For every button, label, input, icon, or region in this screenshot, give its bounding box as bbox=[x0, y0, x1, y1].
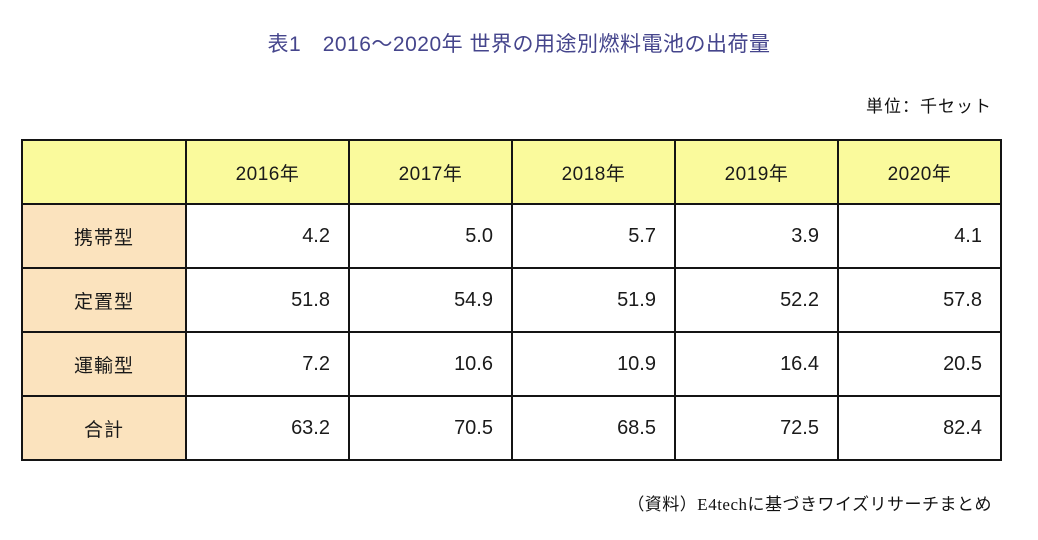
value-cell: 51.8 bbox=[185, 267, 350, 333]
value-cell: 16.4 bbox=[674, 331, 839, 397]
table-header-row: 2016年 2017年 2018年 2019年 2020年 bbox=[21, 139, 1002, 205]
table-row: 定置型 51.8 54.9 51.9 52.2 57.8 bbox=[21, 267, 1002, 333]
value-cell: 3.9 bbox=[674, 203, 839, 269]
year-header-cell: 2017年 bbox=[348, 139, 513, 205]
table-row: 携帯型 4.2 5.0 5.7 3.9 4.1 bbox=[21, 203, 1002, 269]
value-cell: 57.8 bbox=[837, 267, 1002, 333]
value-cell: 72.5 bbox=[674, 395, 839, 461]
year-header-cell: 2020年 bbox=[837, 139, 1002, 205]
table-row: 運輸型 7.2 10.6 10.9 16.4 20.5 bbox=[21, 331, 1002, 397]
value-cell: 4.2 bbox=[185, 203, 350, 269]
value-cell: 7.2 bbox=[185, 331, 350, 397]
unit-label: 単位：千セット bbox=[866, 97, 992, 116]
corner-cell bbox=[21, 139, 187, 205]
year-header-cell: 2016年 bbox=[185, 139, 350, 205]
page-title: 表1 2016〜2020年 世界の用途別燃料電池の出荷量 bbox=[267, 33, 771, 56]
value-cell: 4.1 bbox=[837, 203, 1002, 269]
row-label-cell: 合計 bbox=[21, 395, 187, 461]
value-cell: 20.5 bbox=[837, 331, 1002, 397]
table-row: 合計 63.2 70.5 68.5 72.5 82.4 bbox=[21, 395, 1002, 461]
row-label-cell: 携帯型 bbox=[21, 203, 187, 269]
table-body: 携帯型 4.2 5.0 5.7 3.9 4.1 定置型 51.8 54.9 51.9 52.2 57.… bbox=[21, 203, 1002, 461]
value-cell: 68.5 bbox=[511, 395, 676, 461]
value-cell: 70.5 bbox=[348, 395, 513, 461]
value-cell: 51.9 bbox=[511, 267, 676, 333]
value-cell: 63.2 bbox=[185, 395, 350, 461]
value-cell: 5.7 bbox=[511, 203, 676, 269]
source-note: （資料）E4techに基づきワイズリサーチまとめ bbox=[627, 495, 992, 514]
value-cell: 10.9 bbox=[511, 331, 676, 397]
value-cell: 10.6 bbox=[348, 331, 513, 397]
row-label-cell: 定置型 bbox=[21, 267, 187, 333]
value-cell: 54.9 bbox=[348, 267, 513, 333]
value-cell: 82.4 bbox=[837, 395, 1002, 461]
value-cell: 5.0 bbox=[348, 203, 513, 269]
value-cell: 52.2 bbox=[674, 267, 839, 333]
year-header-cell: 2019年 bbox=[674, 139, 839, 205]
row-label-cell: 運輸型 bbox=[21, 331, 187, 397]
data-table: 2016年 2017年 2018年 2019年 2020年 携帯型 4.2 5.0 5.7 3.… bbox=[21, 139, 1002, 461]
year-header-cell: 2018年 bbox=[511, 139, 676, 205]
